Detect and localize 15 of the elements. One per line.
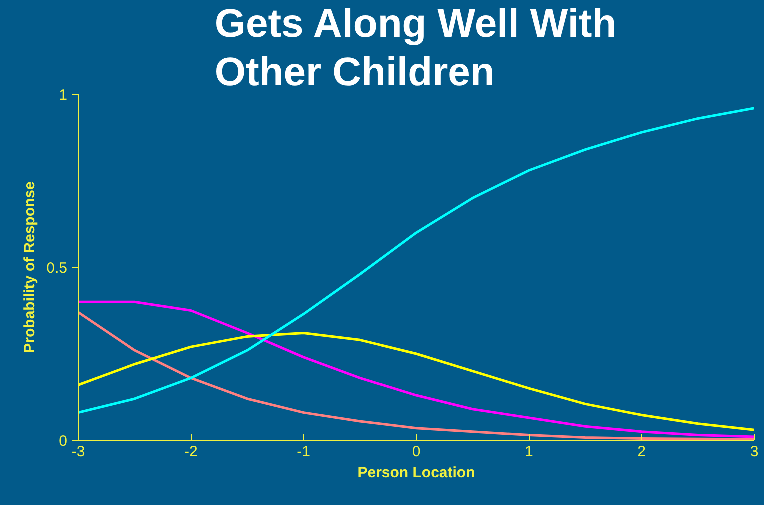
x-tick-label: 0: [412, 444, 421, 460]
x-tick-label: 2: [638, 444, 646, 460]
x-tick-label: 1: [524, 444, 534, 460]
line-series: [78, 107, 754, 414]
x-axis-title: Person Location: [358, 464, 476, 482]
y-tick-label: 1: [59, 87, 68, 104]
y-tick-label: 0: [59, 433, 68, 450]
chart-title: Gets Along Well With Other Children: [214, 2, 617, 94]
x-tick-label: -1: [297, 444, 311, 460]
y-axis-title: Probability of Response: [22, 182, 39, 354]
x-tick-label: -3: [72, 444, 86, 460]
line-series: [78, 332, 754, 432]
y-tick-label: 0.5: [46, 260, 68, 277]
x-tick-label: -2: [184, 444, 198, 460]
x-tick-label: 3: [750, 444, 759, 460]
